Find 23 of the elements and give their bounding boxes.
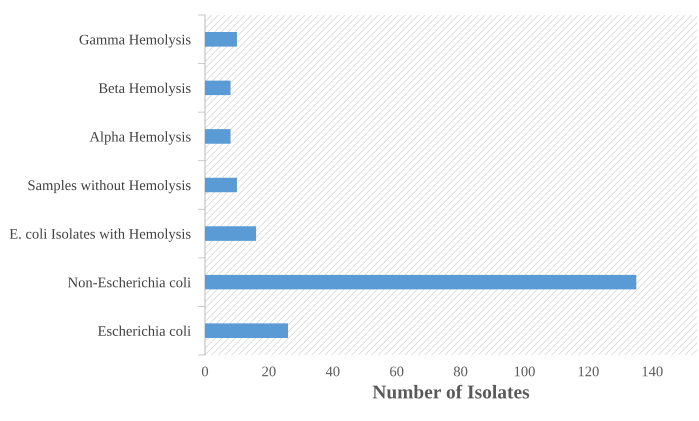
x-tick-label: 120 [578,366,599,376]
x-tick-label: 140 [642,366,663,376]
y-tick-label: Samples without Hemolysis [28,180,191,194]
bar [205,80,231,96]
x-tick-label: 20 [262,366,276,376]
x-tick-label: 100 [514,366,535,376]
bar [205,274,636,290]
y-tick-label: Non-Escherichia coli [68,277,191,288]
y-tick-label: Alpha Hemolysis [90,131,191,145]
bar [205,32,237,47]
y-tick-label: Gamma Hemolysis [80,34,191,48]
y-tick-label: Escherichia coli [98,326,191,336]
bar [205,226,256,241]
x-tick-label: 0 [202,366,208,376]
x-tick-label: 40 [326,366,340,376]
x-tick-label: 60 [390,366,404,376]
x-tick-label: 80 [454,366,468,376]
bar [205,129,231,144]
bar [205,178,237,192]
y-tick-label: E. coli Isolates with Hemolysis [10,228,191,242]
y-tick-label: Beta Hemolysis [98,82,191,96]
x-axis-title: Number of Isolates [372,384,530,399]
bar [205,323,288,338]
